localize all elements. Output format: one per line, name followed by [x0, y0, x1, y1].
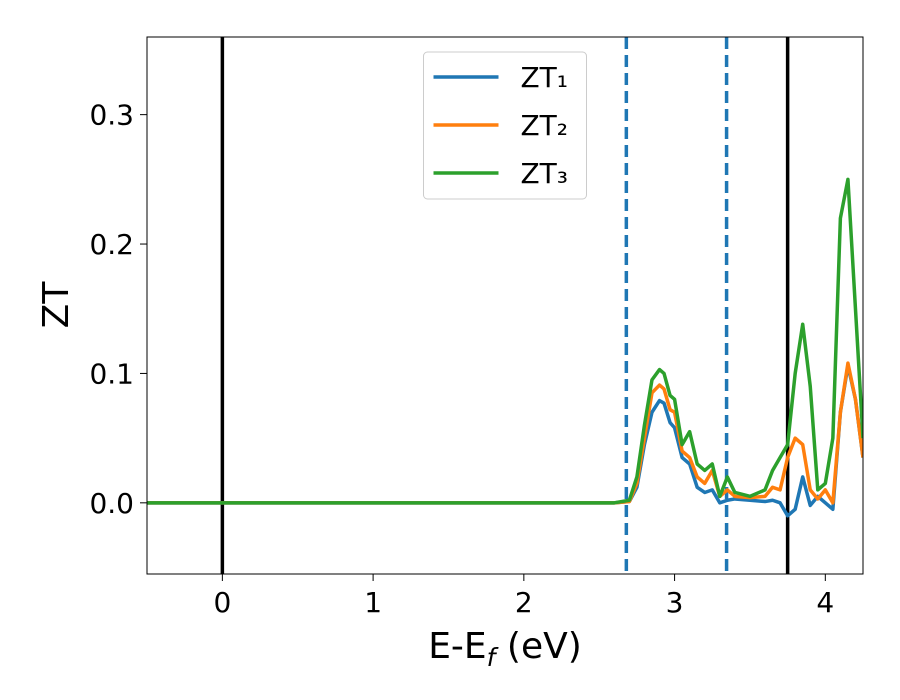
- y-tick-label: 0.3: [89, 99, 134, 132]
- line-series: [147, 363, 863, 518]
- line-series: [147, 177, 863, 505]
- x-tick-label: 1: [364, 586, 382, 619]
- x-axis-label: E-Ef (eV): [428, 626, 582, 672]
- legend-label: ZT₃: [521, 157, 569, 190]
- x-tick-label: 4: [816, 586, 834, 619]
- y-tick-label: 0.1: [89, 357, 134, 390]
- x-label-part: (eV): [495, 626, 581, 667]
- y-tick-label: 0.2: [89, 228, 134, 261]
- plot-area: [147, 37, 863, 574]
- legend-label: ZT₂: [521, 109, 569, 142]
- y-axis-label: ZT: [36, 281, 77, 329]
- x-label-part: E-E: [428, 626, 486, 667]
- plot-frame: [146, 36, 864, 575]
- line-series: [147, 361, 863, 505]
- x-tick-label: 2: [515, 586, 533, 619]
- legend-label: ZT₁: [521, 61, 569, 94]
- legend-box: [423, 51, 587, 200]
- x-tick-label: 3: [666, 586, 684, 619]
- x-tick-label: 0: [213, 586, 231, 619]
- y-tick-label: 0.0: [89, 487, 134, 520]
